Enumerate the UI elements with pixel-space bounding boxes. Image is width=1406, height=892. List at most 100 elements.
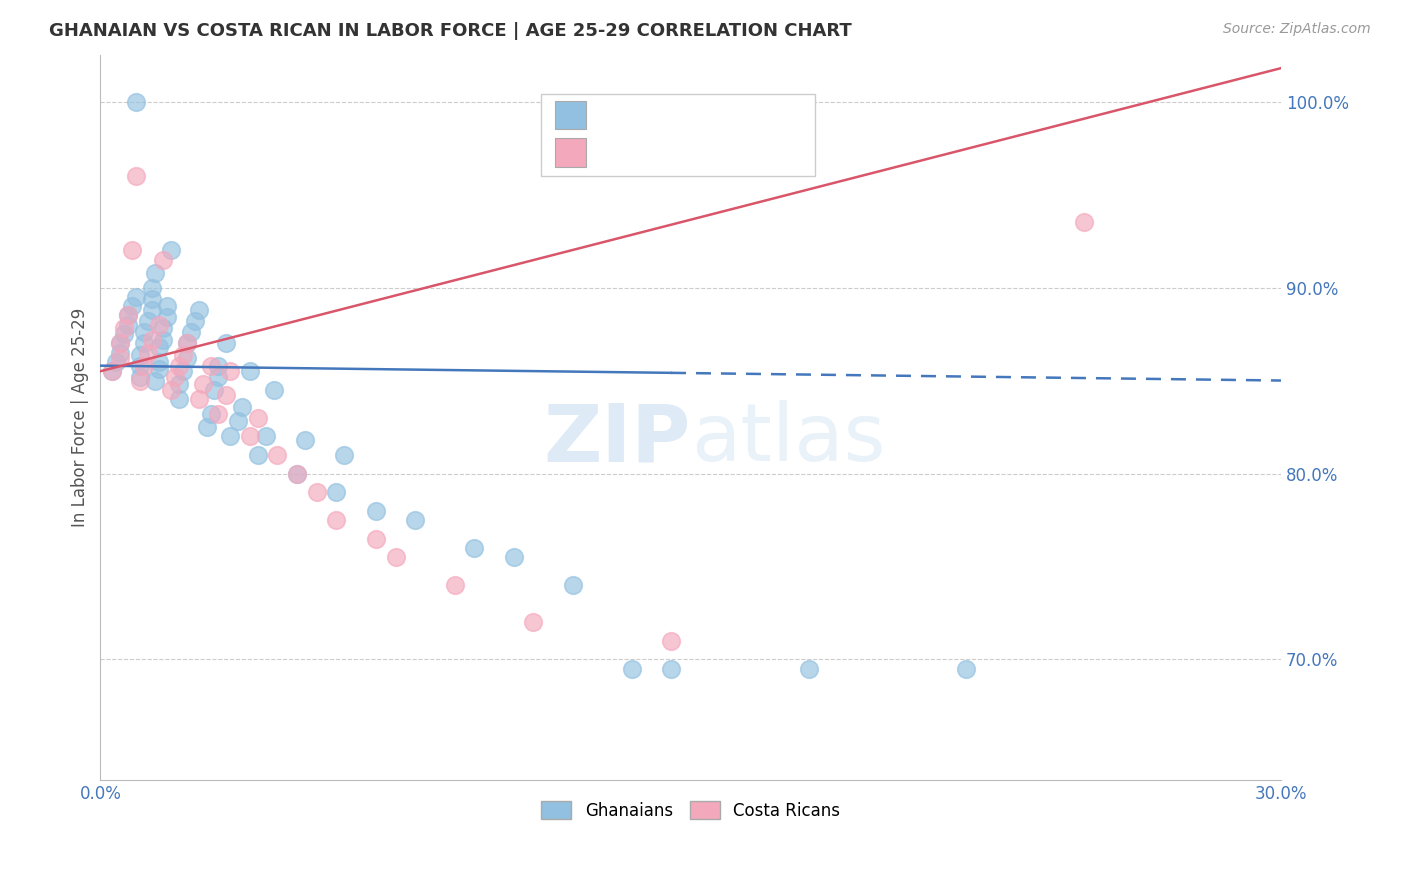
Point	[305, 485, 328, 500]
Point	[101, 364, 124, 378]
Point	[522, 615, 544, 630]
Point	[141, 333, 163, 347]
Text: 54: 54	[735, 144, 761, 161]
Point	[364, 532, 387, 546]
Point	[128, 347, 150, 361]
Point	[121, 299, 143, 313]
Point	[152, 333, 174, 347]
Point	[200, 359, 222, 373]
Point	[136, 345, 159, 359]
Point	[1073, 215, 1095, 229]
Point	[463, 541, 485, 555]
Text: Source: ZipAtlas.com: Source: ZipAtlas.com	[1223, 22, 1371, 37]
Point	[117, 318, 139, 332]
Point	[160, 383, 183, 397]
Point	[108, 336, 131, 351]
Text: R =: R =	[598, 106, 637, 124]
Legend: Ghanaians, Costa Ricans: Ghanaians, Costa Ricans	[534, 795, 846, 826]
Point	[294, 433, 316, 447]
Point	[108, 336, 131, 351]
Point	[226, 414, 249, 428]
Text: 82: 82	[735, 106, 761, 124]
Point	[128, 359, 150, 373]
Point	[180, 325, 202, 339]
Point	[200, 407, 222, 421]
Point	[145, 374, 167, 388]
Point	[266, 448, 288, 462]
Point	[364, 504, 387, 518]
Point	[191, 377, 214, 392]
Point	[132, 336, 155, 351]
Text: atlas: atlas	[690, 401, 884, 478]
Point	[404, 513, 426, 527]
Point	[148, 318, 170, 332]
Point	[263, 383, 285, 397]
Point	[148, 362, 170, 376]
Point	[207, 407, 229, 421]
Point	[219, 364, 242, 378]
Text: GHANAIAN VS COSTA RICAN IN LABOR FORCE | AGE 25-29 CORRELATION CHART: GHANAIAN VS COSTA RICAN IN LABOR FORCE |…	[49, 22, 852, 40]
Point	[219, 429, 242, 443]
Point	[121, 244, 143, 258]
Point	[145, 266, 167, 280]
Point	[172, 347, 194, 361]
Point	[384, 550, 406, 565]
Point	[207, 359, 229, 373]
Point	[246, 448, 269, 462]
Point	[108, 345, 131, 359]
Point	[172, 364, 194, 378]
Point	[167, 359, 190, 373]
Point	[176, 351, 198, 366]
Text: ZIP: ZIP	[543, 401, 690, 478]
Point	[125, 95, 148, 109]
Point	[215, 388, 238, 402]
Point	[254, 429, 277, 443]
Point	[112, 326, 135, 341]
Point	[246, 410, 269, 425]
Point	[117, 309, 139, 323]
Point	[112, 321, 135, 335]
Y-axis label: In Labor Force | Age 25-29: In Labor Force | Age 25-29	[72, 308, 89, 527]
Point	[187, 392, 209, 406]
Point	[117, 309, 139, 323]
Point	[156, 299, 179, 313]
Point	[325, 485, 347, 500]
Point	[108, 351, 131, 366]
Point	[239, 429, 262, 443]
Point	[443, 578, 465, 592]
Point	[167, 377, 190, 392]
Point	[285, 467, 308, 481]
Text: 0.298: 0.298	[636, 144, 699, 161]
Point	[231, 400, 253, 414]
Point	[141, 280, 163, 294]
Text: N =: N =	[699, 144, 738, 161]
Point	[152, 321, 174, 335]
Point	[148, 355, 170, 369]
Point	[659, 662, 682, 676]
Point	[659, 633, 682, 648]
Point	[141, 292, 163, 306]
Point	[502, 550, 524, 565]
Point	[132, 359, 155, 373]
Point	[141, 302, 163, 317]
Point	[156, 310, 179, 325]
Point	[165, 369, 187, 384]
Point	[160, 244, 183, 258]
Point	[136, 314, 159, 328]
Point	[333, 448, 356, 462]
Point	[125, 169, 148, 183]
Point	[148, 340, 170, 354]
Point	[195, 420, 218, 434]
Point	[176, 336, 198, 351]
Point	[167, 392, 190, 406]
Point	[239, 364, 262, 378]
Point	[101, 364, 124, 378]
Point	[125, 290, 148, 304]
Point	[152, 252, 174, 267]
Text: R =: R =	[598, 144, 637, 161]
Point	[955, 662, 977, 676]
Point	[207, 369, 229, 384]
Point	[620, 662, 643, 676]
Point	[797, 662, 820, 676]
Point	[215, 336, 238, 351]
